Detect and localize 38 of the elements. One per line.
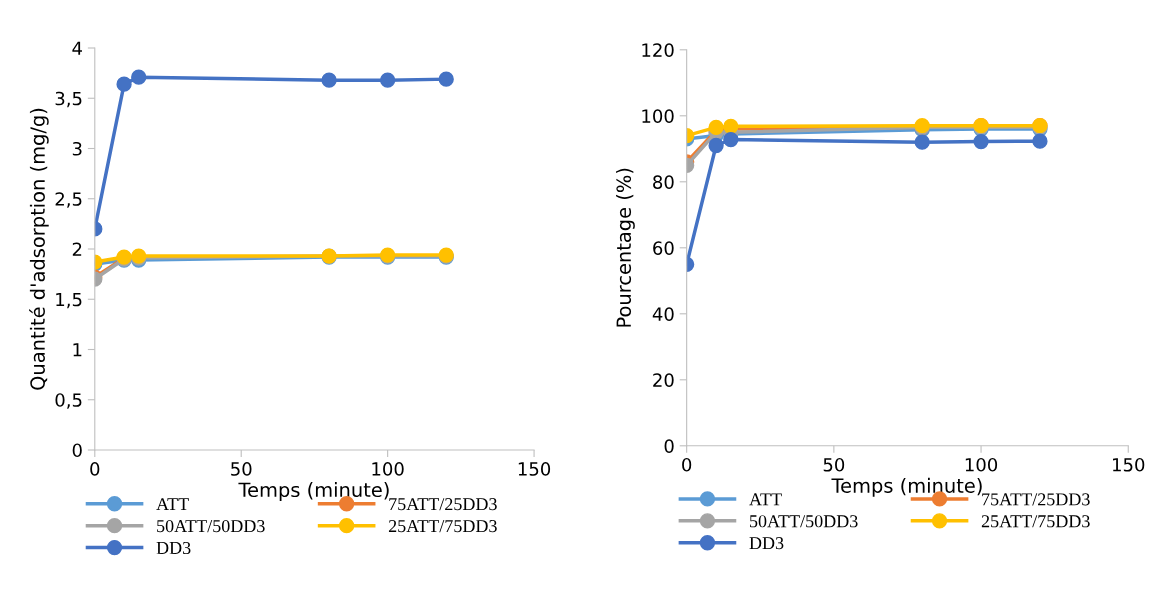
x-tick-label: 150 [1113,457,1145,472]
x-tick-label: 100 [965,457,998,472]
legend-label: ATT [156,498,189,511]
y-tick-label: 3 [72,141,82,156]
x-axis-title: Temps (minute) [831,477,982,497]
y-axis-title: Quantité d'adsorption (mg/g) [29,108,49,390]
y-tick-label: 60 [653,241,674,255]
x-tick-label: 100 [372,462,404,476]
y-axis-title: Pourcentage (%) [616,168,635,327]
y-tick-label: 0 [72,443,82,458]
y-tick-label: 4 [72,41,82,55]
legend-label: 25ATT/75DD3 [981,515,1090,528]
legend-label: DD3 [749,537,784,550]
x-tick-label: 50 [231,462,252,476]
y-tick-label: 2,5 [55,192,82,208]
y-tick-label: 120 [642,43,674,57]
y-tick-label: 1,5 [56,292,82,309]
y-tick-label: 2 [72,242,82,256]
legend-label: 75ATT/25DD3 [389,498,497,511]
y-tick-label: 80 [653,175,674,189]
legend-label: 75ATT/25DD3 [982,493,1090,506]
x-tick-label: 150 [518,462,551,476]
x-tick-label: 0 [90,462,100,476]
y-tick-label: 1 [73,343,82,357]
legend-label: ATT [749,493,782,506]
y-tick-label: 0 [664,439,674,453]
y-tick-label: 40 [652,307,674,321]
y-tick-label: 20 [653,373,674,387]
x-tick-label: 50 [823,457,845,472]
y-tick-label: 100 [642,109,674,123]
legend-label: 50ATT/50DD3 [750,515,858,528]
legend-label: 50ATT/50DD3 [157,519,265,533]
legend-label: 25ATT/75DD3 [388,520,497,533]
x-tick-label: 0 [682,457,692,472]
y-tick-label: 0,5 [55,393,82,409]
x-axis-title: Temps (minute) [238,482,389,501]
legend-label: DD3 [156,541,191,555]
y-tick-label: 3,5 [55,91,82,108]
